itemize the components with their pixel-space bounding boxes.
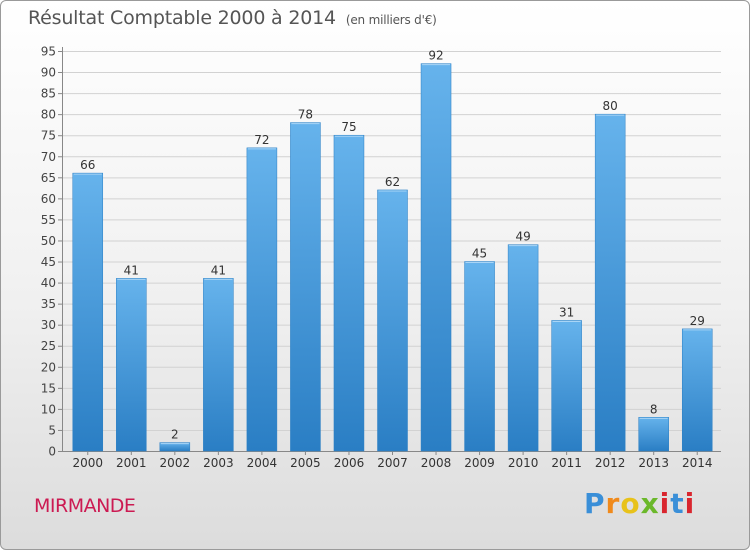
x-tick-label: 2004 (247, 456, 278, 470)
bar (464, 261, 495, 452)
data-label: 62 (385, 175, 400, 189)
y-tick-label: 75 (41, 129, 56, 143)
bar (551, 320, 582, 452)
y-tick-label: 60 (41, 192, 56, 206)
bar (203, 278, 234, 452)
y-tick-label: 90 (41, 66, 56, 80)
logo-letter: o (620, 487, 641, 520)
bar (72, 172, 104, 452)
x-tick-label: 2011 (551, 456, 582, 470)
bar (290, 122, 321, 452)
logo-letter: i (659, 487, 671, 520)
x-tick-label: 2000 (72, 456, 103, 470)
x-tick-label: 2005 (290, 456, 321, 470)
bar (377, 189, 408, 452)
x-tick-label: 2003 (203, 456, 234, 470)
x-tick-label: 2007 (377, 456, 408, 470)
y-tick-label: 15 (41, 381, 56, 395)
data-label: 78 (298, 108, 313, 122)
logo-letter: r (605, 487, 621, 520)
y-tick-label: 40 (41, 276, 56, 290)
bar (333, 134, 365, 452)
bar (681, 328, 713, 452)
data-label: 2 (171, 428, 179, 442)
data-label: 29 (690, 314, 705, 328)
data-label: 41 (211, 263, 226, 277)
y-tick-label: 85 (41, 87, 56, 101)
town-name: MIRMANDE (34, 495, 136, 517)
logo-letter: P (584, 487, 606, 520)
x-tick-label: 2014 (682, 456, 713, 470)
y-tick-label: 65 (41, 171, 56, 185)
y-tick-label: 30 (41, 318, 56, 332)
x-tick-label: 2008 (421, 456, 452, 470)
chart-title: Résultat Comptable 2000 à 2014 (en millie… (28, 7, 437, 29)
data-label: 8 (650, 402, 658, 416)
y-tick-label: 55 (41, 213, 56, 227)
x-tick-label: 2002 (160, 456, 191, 470)
x-tick-label: 2013 (638, 456, 669, 470)
data-label: 31 (559, 305, 574, 319)
y-tick-label: 0 (48, 445, 56, 459)
data-label: 72 (254, 133, 269, 147)
bar (638, 417, 669, 452)
y-tick-label: 95 (41, 45, 56, 59)
x-tick-label: 2009 (464, 456, 495, 470)
bar (246, 147, 278, 452)
y-tick-label: 80 (41, 108, 56, 122)
y-tick-label: 35 (41, 297, 56, 311)
y-tick-label: 70 (41, 150, 56, 164)
y-tick-label: 20 (41, 360, 56, 374)
x-tick-label: 2012 (595, 456, 626, 470)
y-tick-label: 10 (41, 402, 56, 416)
bar (594, 113, 626, 452)
data-label: 92 (428, 49, 443, 63)
data-label: 45 (472, 247, 487, 261)
bar (420, 63, 452, 452)
y-tick-label: 50 (41, 234, 56, 248)
chart-unit: (en milliers d'€) (345, 13, 437, 27)
x-tick-label: 2006 (334, 456, 365, 470)
data-label: 80 (603, 99, 618, 113)
data-label: 41 (124, 263, 139, 277)
data-label: 75 (341, 120, 356, 134)
y-tick-label: 25 (41, 339, 56, 353)
logo-letter: t (670, 487, 685, 520)
bar (507, 244, 539, 452)
y-tick-label: 5 (48, 423, 56, 437)
logo-letter: i (684, 487, 696, 520)
chart-title-text: Résultat Comptable 2000 à 2014 (28, 7, 336, 29)
x-tick-label: 2001 (116, 456, 147, 470)
logo-letter: x (640, 487, 660, 520)
y-tick-label: 45 (41, 255, 56, 269)
data-label: 49 (515, 230, 530, 244)
x-tick-label: 2010 (508, 456, 539, 470)
bar (159, 442, 191, 452)
bar (116, 278, 147, 452)
data-label: 66 (80, 158, 95, 172)
proxiti-logo[interactable]: Proxiti (584, 487, 695, 520)
